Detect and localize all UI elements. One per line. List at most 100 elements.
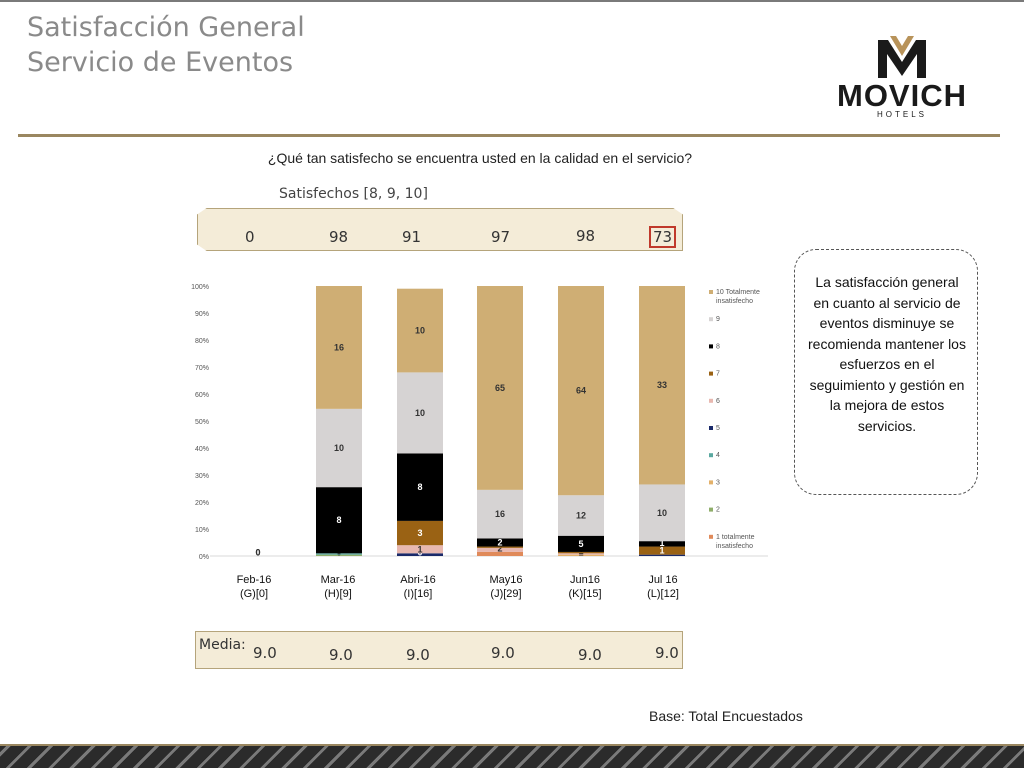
footer-pattern — [0, 744, 1024, 768]
bar-segment — [639, 484, 685, 542]
legend-swatch — [709, 534, 713, 539]
bar-segment — [639, 546, 685, 555]
y-tick-label: 40% — [195, 446, 209, 453]
stacked-bar-chart: 0%10%20%30%40%50%60%70%80%90%100%0000810… — [191, 284, 768, 561]
x-category-label: Jun16 (K)[15] — [568, 574, 602, 600]
bar-data-label: 8 — [417, 482, 422, 492]
bar-data-label: 16 — [334, 342, 344, 352]
bar-segment — [397, 288, 443, 373]
header-divider — [18, 134, 1000, 137]
media-value: 9.0 — [578, 646, 602, 664]
satisfied-value: 98 — [576, 227, 596, 245]
survey-question: ¿Qué tan satisfecho se encuentra usted e… — [267, 150, 693, 166]
title-line-1: Satisfacción General — [27, 12, 305, 43]
logo-subtitle: HOTELS — [876, 110, 927, 119]
bar-data-label: 2 — [497, 538, 502, 548]
satisfied-label: Satisfechos [8, 9, 10] — [279, 186, 428, 202]
bar-segment — [397, 545, 443, 554]
legend-swatch — [709, 480, 713, 485]
bar-segment — [316, 487, 362, 554]
bar-data-label: 65 — [495, 383, 505, 393]
bar-segment — [558, 553, 604, 555]
y-tick-label: 10% — [195, 527, 209, 534]
bar-segment — [558, 551, 604, 554]
satisfied-value: 97 — [491, 228, 511, 246]
legend-label: 4 — [716, 452, 720, 459]
bar-data-label: 10 — [415, 326, 425, 336]
bar-data-label: 10 — [334, 443, 344, 453]
legend-label: 6 — [716, 398, 720, 405]
x-category-label: Abri-16 (I)[16] — [400, 574, 436, 600]
bar-segment — [558, 286, 604, 496]
legend-label: 3 — [716, 479, 720, 486]
x-category-label: Jul 16 (L)[12] — [647, 574, 679, 600]
bar-segment — [316, 286, 362, 409]
legend-label: 8 — [716, 343, 720, 350]
legend-swatch — [709, 290, 713, 294]
bar-data-label: 5 — [578, 539, 583, 549]
bar-segment — [397, 453, 443, 521]
bar-data-label: 10 — [415, 408, 425, 418]
bar-data-label: 0 — [255, 548, 260, 558]
bar-segment — [477, 286, 523, 490]
bar-segment — [477, 489, 523, 539]
bar-segment — [316, 408, 362, 488]
title-line-2: Servicio de Eventos — [27, 47, 294, 78]
media-label: Media: — [199, 637, 246, 653]
legend-label: 10 Totalmente — [716, 289, 760, 296]
movich-logo: MOVICH HOTELS — [812, 36, 992, 122]
media-value: 9.0 — [406, 646, 430, 664]
note-box — [794, 249, 978, 495]
legend-label: insatisfecho — [716, 543, 753, 550]
bar-segment — [639, 541, 685, 547]
legend-swatch — [709, 398, 713, 403]
legend-label: 5 — [716, 425, 720, 432]
x-category-label: May16 (J)[29] — [489, 574, 523, 600]
bar-segment — [639, 554, 685, 556]
y-tick-label: 0% — [199, 554, 209, 561]
legend-swatch — [709, 371, 713, 376]
bar-segment — [477, 538, 523, 547]
footer-gold-line — [0, 744, 1024, 746]
bar-segment — [316, 553, 362, 555]
bar-data-label: 1 — [659, 546, 664, 556]
bar-data-label: 64 — [576, 386, 586, 396]
bar-data-label: 0 — [255, 548, 260, 558]
top-border — [0, 0, 1024, 2]
y-tick-label: 80% — [195, 338, 209, 345]
bar-data-label: 12 — [576, 511, 586, 521]
bar-segment — [558, 554, 604, 556]
y-tick-label: 100% — [191, 284, 209, 291]
satisfied-value-highlighted: 73 — [649, 226, 677, 248]
legend-label: 9 — [716, 316, 720, 323]
bar-segment — [477, 551, 523, 556]
movich-logo-mark — [878, 36, 926, 78]
media-value: 9.0 — [253, 644, 277, 662]
bar-data-label: 1 — [659, 538, 664, 548]
bar-segment — [639, 286, 685, 485]
bar-data-label: 2 — [497, 543, 502, 553]
legend-label: 2 — [716, 507, 720, 514]
bar-segment — [477, 546, 523, 548]
x-category-label: Mar-16 (H)[9] — [320, 574, 356, 600]
note-text: La satisfacción general en cuanto al ser… — [808, 274, 966, 434]
y-tick-label: 60% — [195, 392, 209, 399]
satisfied-value: 91 — [402, 228, 422, 246]
legend-swatch — [709, 344, 713, 349]
y-tick-label: 20% — [195, 500, 209, 507]
satisfied-box — [197, 208, 683, 251]
media-value: 9.0 — [491, 644, 515, 662]
bar-data-label: 3 — [417, 528, 422, 538]
x-category-label: Feb-16 (G)[0] — [236, 574, 272, 600]
bar-segment — [477, 547, 523, 552]
bar-segment — [397, 553, 443, 556]
legend-label: 1 totalmente — [716, 534, 755, 541]
legend-label: 7 — [716, 371, 720, 378]
bar-segment — [316, 554, 362, 556]
logo-word: MOVICH — [837, 78, 967, 113]
bar-segment — [558, 535, 604, 552]
bar-data-label: 33 — [657, 380, 667, 390]
bar-data-label: 8 — [336, 515, 341, 525]
base-note: Base: Total Encuestados — [649, 708, 803, 724]
legend-swatch — [709, 426, 713, 430]
